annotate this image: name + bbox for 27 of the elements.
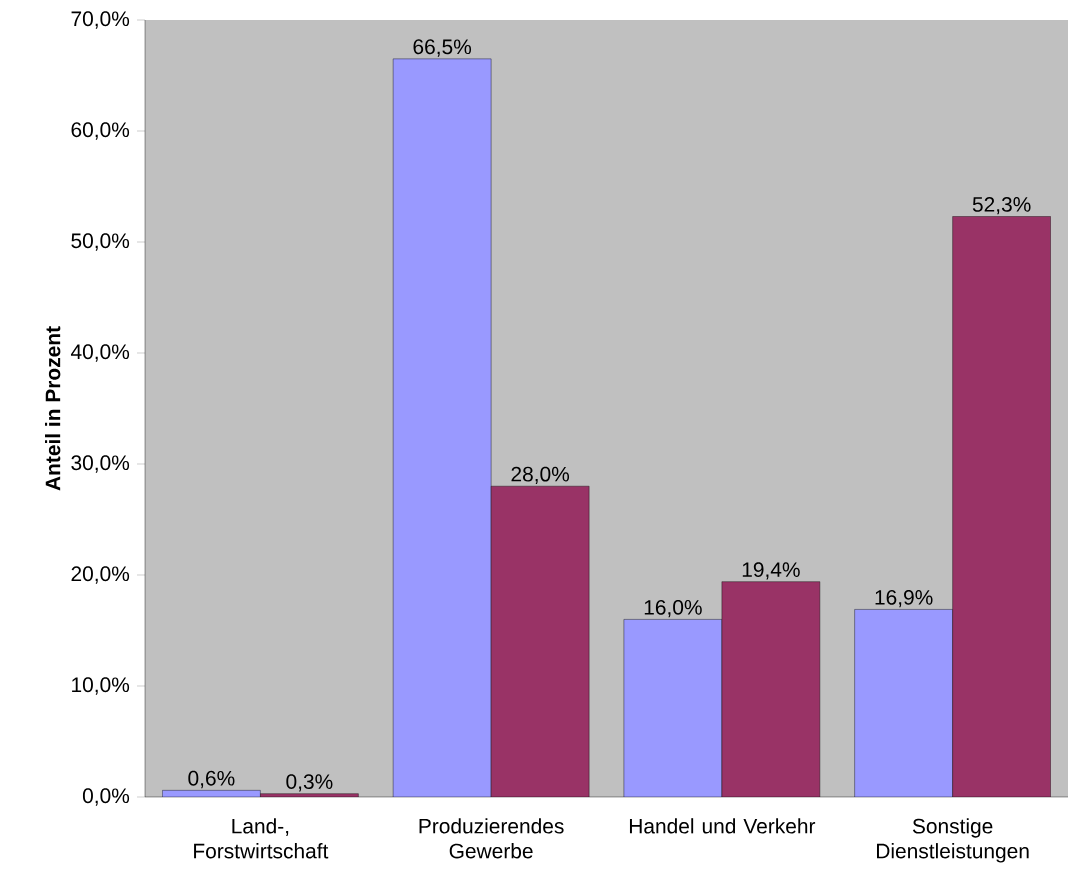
x-tick-label: Land-, Forstwirtschaft	[194, 818, 329, 859]
y-tick-label: 30,0%	[71, 455, 130, 473]
y-tick-label: 20,0%	[71, 566, 130, 584]
x-tick-label: Produzierendes Gewerbe	[419, 818, 564, 859]
y-tick-label: 10,0%	[72, 677, 130, 695]
bar	[393, 58, 492, 797]
bar	[623, 619, 722, 797]
y-tick-label: 60,0%	[71, 122, 130, 140]
data-label: 66,5%	[413, 39, 472, 57]
y-tick-label: 70,0%	[71, 11, 130, 29]
bar	[952, 216, 1051, 797]
data-label: 52,3%	[972, 196, 1031, 215]
data-label: 16,9%	[875, 589, 933, 608]
y-tick-label: 0,0%	[82, 788, 130, 806]
data-label: 0,6%	[188, 770, 235, 789]
data-label: 28,0%	[511, 466, 570, 484]
y-tick-label: 40,0%	[70, 344, 130, 362]
data-label: 0,3%	[286, 774, 333, 792]
x-tick-label: Handel und Verkehr	[629, 818, 816, 834]
x-tick-label: Sonstige Dienstleistungen	[877, 818, 1029, 863]
bar	[854, 609, 953, 797]
data-label: 19,4%	[742, 562, 800, 580]
bar	[491, 486, 590, 797]
y-tick-label: 50,0%	[71, 233, 130, 251]
bar	[721, 581, 820, 797]
data-label: 16,0%	[644, 599, 702, 618]
y-axis-title: Anteil in Prozent	[45, 326, 61, 491]
